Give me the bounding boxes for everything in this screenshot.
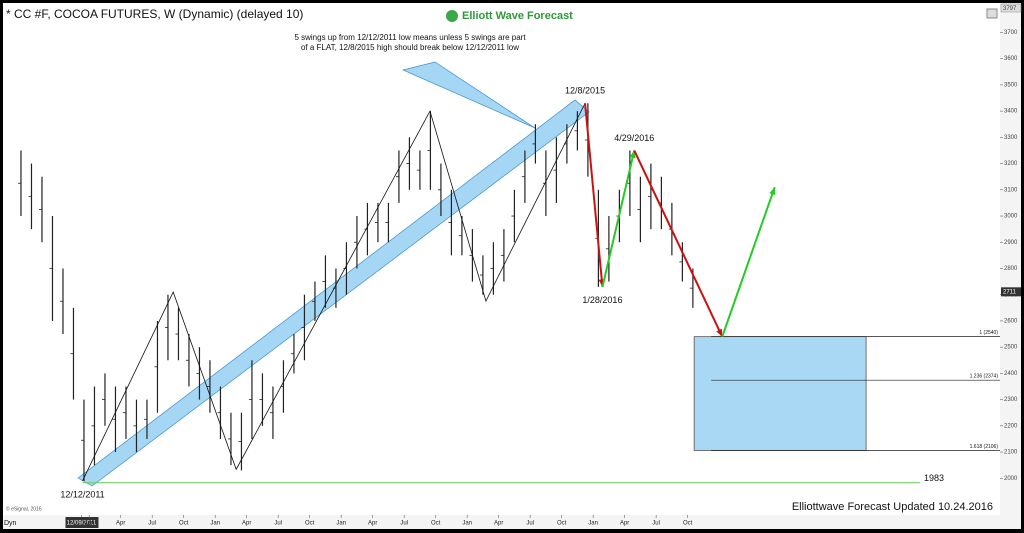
y-tick-label: 2100 <box>1004 450 1018 456</box>
note-line: of a FLAT, 12/8/2015 high should break b… <box>301 43 519 52</box>
x-tick-label: Oct <box>683 521 693 527</box>
x-tick-label: Oct <box>557 521 567 527</box>
x-tick-label: Jul <box>652 521 660 527</box>
y-tick-label: 2300 <box>1004 397 1018 403</box>
scroll-button[interactable] <box>986 8 998 19</box>
point-label: 1/28/2016 <box>582 295 622 305</box>
channel-band <box>77 99 590 487</box>
logo-icon <box>446 10 458 22</box>
logo-text: Elliott Wave Forecast <box>462 10 573 22</box>
last-price-label: 2711 <box>1003 289 1017 295</box>
time-axis <box>3 515 1021 529</box>
x-tick-label: Oct <box>431 521 441 527</box>
x-tick-label: Jul <box>400 521 408 527</box>
logo: Elliott Wave Forecast <box>446 10 573 22</box>
x-tick-label: Jan <box>588 521 598 527</box>
interval: Dyn <box>4 520 17 527</box>
x-tick-label: Oct <box>305 521 315 527</box>
x-tick-label: Jan <box>84 521 94 527</box>
price-axis <box>1000 3 1021 515</box>
y-tick-label: 3200 <box>1004 161 1018 167</box>
support-label: 1983 <box>924 473 944 483</box>
x-tick-highlight <box>65 517 99 528</box>
y-tick-label: 3100 <box>1004 187 1018 193</box>
y-tick-label: 2900 <box>1004 240 1018 246</box>
target-box <box>693 336 867 451</box>
y-tick-label: 2600 <box>1004 319 1018 325</box>
x-tick-label: Apr <box>620 521 629 527</box>
y-tick-label: 2800 <box>1004 266 1018 272</box>
projection-arrow <box>721 186 776 337</box>
point-label: 12/8/2015 <box>565 86 605 96</box>
footer: Elliottwave Forecast Updated 10.24.2016 <box>792 501 993 513</box>
point-label: 12/12/2011 <box>60 489 104 499</box>
x-tick-label: Jan <box>336 521 346 527</box>
copyright: © eSignal, 2016 <box>6 505 42 512</box>
y-tick-label: 2000 <box>1004 476 1018 482</box>
y-tick-label: 3300 <box>1004 135 1018 141</box>
y-tick-label: 2400 <box>1004 371 1018 377</box>
projection-arrow <box>601 150 636 288</box>
x-tick-label: Oct <box>179 521 189 527</box>
swing-line <box>82 103 586 482</box>
x-tick-label: Apr <box>242 521 251 527</box>
y-tick-label: 2500 <box>1004 345 1018 351</box>
arrow-head <box>769 187 776 196</box>
projection-arrow <box>633 150 724 338</box>
x-tick-label: 12/09/2011 <box>67 521 97 527</box>
y-tick-label: 3600 <box>1004 56 1018 62</box>
y-tick-label: 2200 <box>1004 423 1018 429</box>
fib-label: 1.236 (2374) <box>970 374 999 380</box>
x-tick-label: Jul <box>274 521 282 527</box>
x-tick-label: Apr <box>494 521 503 527</box>
projection-arrow <box>584 103 604 287</box>
arrow-head <box>716 328 723 337</box>
x-tick-label: Jan <box>462 521 472 527</box>
y-tick-label: 3400 <box>1004 109 1018 115</box>
fib-label: 1.618 (2106) <box>970 444 999 450</box>
channel <box>77 61 590 487</box>
scale-top-box <box>1000 3 1022 13</box>
fib-label: 1 (2540) <box>979 330 998 336</box>
x-tick-label: Jul <box>526 521 534 527</box>
y-tick-label: 3700 <box>1004 30 1018 36</box>
chart-title: * CC #F, COCOA FUTURES, W (Dynamic) (del… <box>6 7 303 21</box>
point-label: 4/29/2016 <box>614 133 654 143</box>
x-tick-label: Jan <box>210 521 220 527</box>
y-tick-label: 3000 <box>1004 214 1018 220</box>
x-tick-label: Apr <box>368 521 377 527</box>
note-line: 5 swings up from 12/12/2011 low means un… <box>294 33 526 42</box>
x-tick-label: Jul <box>148 521 156 527</box>
scale-top: 3797 <box>1000 3 1022 13</box>
last-price-box <box>1001 287 1021 297</box>
callout <box>401 61 536 129</box>
x-tick-label: Apr <box>116 521 125 527</box>
scale-top-label: 3797 <box>1003 6 1017 12</box>
y-tick-label: 3500 <box>1004 82 1018 88</box>
